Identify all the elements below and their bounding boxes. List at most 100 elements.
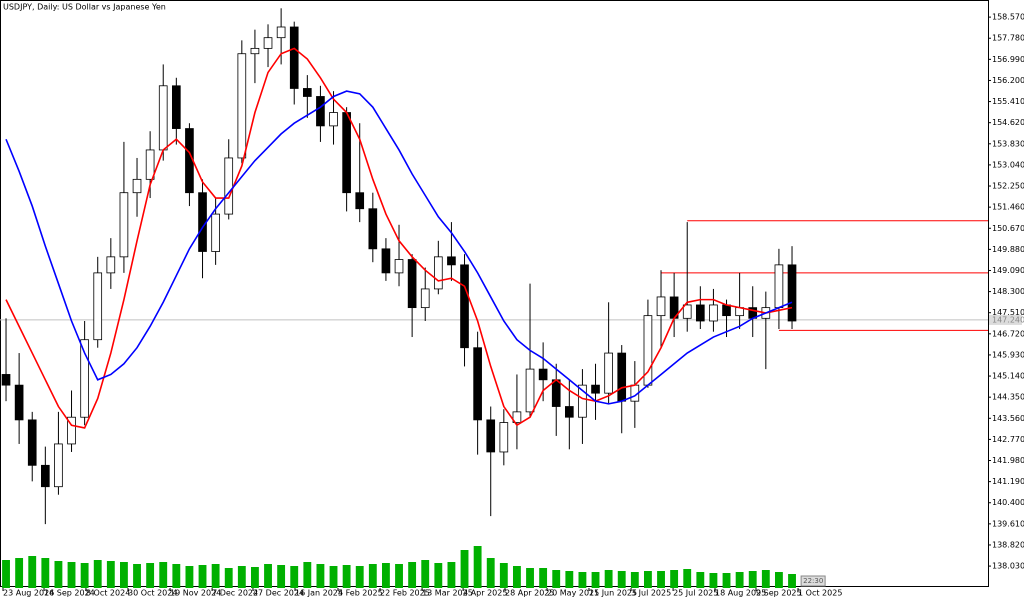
x-tick-label: 9 Sep 2025	[756, 589, 802, 598]
y-tick-label: 138.030	[992, 562, 1024, 571]
volume-bar	[54, 561, 63, 588]
y-tick-label: 143.560	[992, 414, 1024, 423]
volume-bar	[172, 564, 181, 588]
volume-bar	[381, 563, 390, 588]
volume-bar	[106, 561, 115, 588]
volume-bar	[408, 562, 417, 588]
plot-frame	[0, 0, 989, 587]
y-tick-label: 139.610	[992, 519, 1024, 528]
volume-bar	[28, 556, 37, 588]
x-tick-label: 7 Dec 2024	[212, 589, 258, 598]
volume-bar	[552, 570, 561, 588]
volume-bar	[683, 569, 692, 588]
candle-body	[499, 422, 509, 453]
x-tick-label: 13 Mar 2025	[422, 589, 473, 598]
volume-bar	[434, 563, 443, 588]
volume-bar	[486, 558, 495, 588]
volume-bar	[368, 564, 377, 588]
candle-body	[564, 406, 574, 418]
volume-bar	[119, 562, 128, 588]
volume-bar	[761, 570, 770, 588]
volume-bar	[578, 572, 587, 588]
y-tick-label: 152.250	[992, 182, 1024, 191]
y-tick-label: 140.400	[992, 498, 1024, 507]
volume-bar	[421, 560, 430, 588]
volume-bar	[67, 562, 76, 588]
x-tick-label: 3 Jul 2025	[631, 589, 671, 598]
last-price-label: 147.240	[992, 315, 1024, 324]
candle-body	[211, 213, 220, 252]
volume-bar	[657, 571, 665, 588]
y-tick-label: 148.300	[992, 287, 1024, 296]
volume-bar	[591, 572, 600, 588]
volume-bar	[709, 573, 718, 588]
volume-bar	[93, 560, 102, 588]
candle-body	[14, 384, 24, 421]
candle-body	[1, 374, 11, 386]
y-tick-label: 157.780	[992, 34, 1024, 43]
volume-bar	[617, 571, 626, 588]
y-tick-label: 151.460	[992, 203, 1024, 212]
y-tick-label: 149.090	[992, 266, 1024, 275]
volume-bar	[630, 572, 639, 588]
candle-body	[394, 259, 404, 274]
candle-body	[722, 304, 731, 317]
x-tick-label: 4 Apr 2025	[463, 589, 507, 598]
volume-bar	[355, 566, 364, 588]
candle-body	[578, 384, 587, 418]
candle-body	[355, 192, 365, 210]
candle-body	[617, 352, 627, 402]
volume-bar	[264, 564, 272, 588]
candle-body	[119, 192, 129, 258]
x-tick-label: 11 Jun 2025	[589, 589, 637, 598]
candle-body	[250, 47, 260, 55]
y-tick-label: 142.770	[992, 435, 1024, 444]
x-tick-label: 19 Nov 2024	[170, 589, 221, 598]
volume-bar	[447, 562, 456, 588]
candle-body	[787, 264, 797, 322]
candle-body	[198, 192, 207, 252]
countdown: 22:30	[803, 577, 823, 585]
volume-bar	[735, 572, 744, 588]
y-tick-label: 154.620	[992, 118, 1024, 127]
countdown-box	[800, 575, 826, 587]
volume-bar	[499, 563, 508, 588]
x-tick-label: 18 Aug 2025	[715, 589, 766, 598]
candle-body	[237, 53, 247, 159]
candle-body	[329, 112, 338, 127]
candle-body	[709, 304, 718, 322]
candle-body	[604, 352, 613, 394]
y-tick-label: 153.040	[992, 160, 1024, 169]
volume-bar	[539, 568, 548, 588]
candle-body	[40, 464, 50, 488]
y-tick-label: 146.720	[992, 329, 1024, 338]
candle-body	[263, 37, 273, 49]
x-tick-label: 23 Aug 2024	[3, 589, 54, 598]
x-tick-label: 16 Jan 2025	[295, 589, 343, 598]
candle-body	[67, 416, 76, 445]
volume-bar	[342, 565, 351, 588]
candle-body	[158, 85, 168, 151]
candle-body	[538, 368, 548, 381]
candle-body	[93, 272, 103, 341]
y-tick-label: 153.830	[992, 139, 1024, 148]
volume-bar	[473, 546, 482, 588]
candle-body	[302, 88, 312, 97]
candle-body	[525, 368, 535, 413]
volume-bar	[133, 564, 141, 588]
volume-bar	[159, 562, 168, 588]
y-tick-label: 141.190	[992, 477, 1024, 486]
volume-bar	[250, 567, 259, 588]
x-tick-label: 1 Oct 2025	[798, 589, 842, 598]
volume-bar	[303, 562, 312, 588]
volume-bar	[526, 568, 534, 588]
candle-body	[54, 443, 63, 488]
volume-bar	[460, 550, 469, 588]
volume-bar	[237, 566, 246, 588]
candle-body	[276, 26, 286, 39]
y-tick-label: 145.930	[992, 350, 1024, 359]
y-tick-label: 150.670	[992, 224, 1024, 233]
x-tick-label: 8 Oct 2024	[86, 589, 130, 598]
candle-body	[106, 256, 116, 274]
volume-bar	[696, 572, 705, 588]
